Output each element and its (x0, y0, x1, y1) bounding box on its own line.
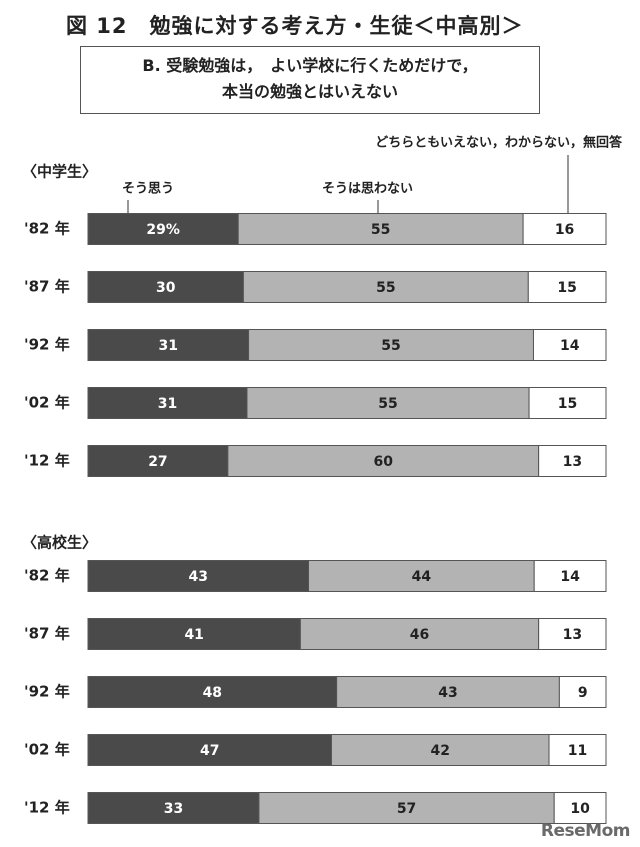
bar-neutral (538, 445, 607, 477)
bar-value-label: 55 (371, 222, 390, 238)
bar-agree (87, 792, 260, 824)
bar-value-label: 11 (568, 743, 587, 759)
row-year-label: '92 年 (24, 683, 70, 701)
row-year-label: '02 年 (24, 394, 70, 412)
bar-value-label: 48 (203, 685, 222, 701)
bar-value-label: 31 (158, 396, 177, 412)
bar-neutral (522, 213, 607, 245)
legend-neutral-label: どちらともいえない，わからない，無回答 (375, 135, 623, 151)
bar-neutral (532, 329, 607, 361)
bar-value-label: 27 (148, 454, 167, 470)
group-label: 〈高校生〉 (22, 534, 97, 552)
question-box: B. 受験勉強は， よい学校に行くためだけで， 本当の勉強とはいえない (80, 46, 540, 114)
bar-neutral (527, 271, 607, 303)
bar-neutral (533, 560, 607, 592)
bar-neutral (528, 387, 607, 419)
bar-agree (87, 560, 310, 592)
bar-value-label: 15 (558, 396, 577, 412)
question-line-2: 本当の勉強とはいえない (221, 82, 398, 101)
bar-value-label: 33 (164, 801, 183, 817)
bar-value-label: 55 (381, 338, 400, 354)
bar-value-label: 55 (378, 396, 397, 412)
bar-agree (87, 734, 332, 766)
bar-value-label: 42 (430, 743, 449, 759)
chart-title: 図 12 勉強に対する考え方・生徒＜中高別＞ (66, 14, 524, 38)
bar-value-label: 57 (397, 801, 416, 817)
bar-neutral (553, 792, 607, 824)
bar-value-label: 43 (189, 569, 208, 585)
row-year-label: '87 年 (24, 278, 70, 296)
bar-disagree (242, 271, 529, 303)
legend-agree-label: そう思う (122, 182, 174, 197)
bar-value-label: 60 (374, 454, 394, 470)
bar-value-label: 15 (557, 280, 576, 296)
bar-value-label: 31 (159, 338, 178, 354)
bar-neutral (558, 676, 607, 708)
bar-value-label: 9 (578, 685, 588, 701)
bar-agree (87, 271, 244, 303)
bar-disagree (299, 618, 540, 650)
bar-value-label: 41 (184, 627, 203, 643)
bar-neutral (538, 618, 607, 650)
bar-value-label: 10 (570, 801, 590, 817)
bar-value-label: 46 (410, 627, 429, 643)
bar-value-label: 43 (438, 685, 457, 701)
legend-disagree-label: そうは思わない (322, 182, 413, 197)
row-year-label: '82 年 (24, 567, 70, 585)
bar-value-label: 47 (200, 743, 219, 759)
bar-agree (87, 618, 301, 650)
row-year-label: '12 年 (24, 452, 70, 470)
bar-value-label: 14 (560, 569, 580, 585)
bar-agree (87, 387, 248, 419)
bar-value-label: 30 (156, 280, 176, 296)
bar-value-label: 13 (563, 627, 582, 643)
bar-value-label: 13 (563, 454, 582, 470)
bar-agree (87, 445, 229, 477)
bar-agree (87, 676, 338, 708)
row-year-label: '02 年 (24, 741, 70, 759)
row-year-label: '82 年 (24, 220, 70, 238)
bar-disagree (248, 329, 534, 361)
row-year-label: '87 年 (24, 625, 70, 643)
bar-neutral (548, 734, 607, 766)
watermark-logo: ReseMom (540, 821, 631, 841)
bar-disagree (246, 387, 530, 419)
bar-disagree (237, 213, 524, 245)
question-line-1: B. 受験勉強は， よい学校に行くためだけで， (142, 56, 478, 75)
bar-value-label: 29% (146, 222, 180, 238)
bar-value-label: 14 (560, 338, 580, 354)
bar-disagree (258, 792, 555, 824)
bar-agree (87, 213, 239, 245)
bar-value-label: 44 (412, 569, 432, 585)
bar-value-label: 55 (376, 280, 395, 296)
bar-value-label: 16 (555, 222, 574, 238)
bar-agree (87, 329, 250, 361)
bar-disagree (227, 445, 540, 477)
row-year-label: '12 年 (24, 799, 70, 817)
row-year-label: '92 年 (24, 336, 70, 354)
group-label: 〈中学生〉 (22, 163, 97, 181)
